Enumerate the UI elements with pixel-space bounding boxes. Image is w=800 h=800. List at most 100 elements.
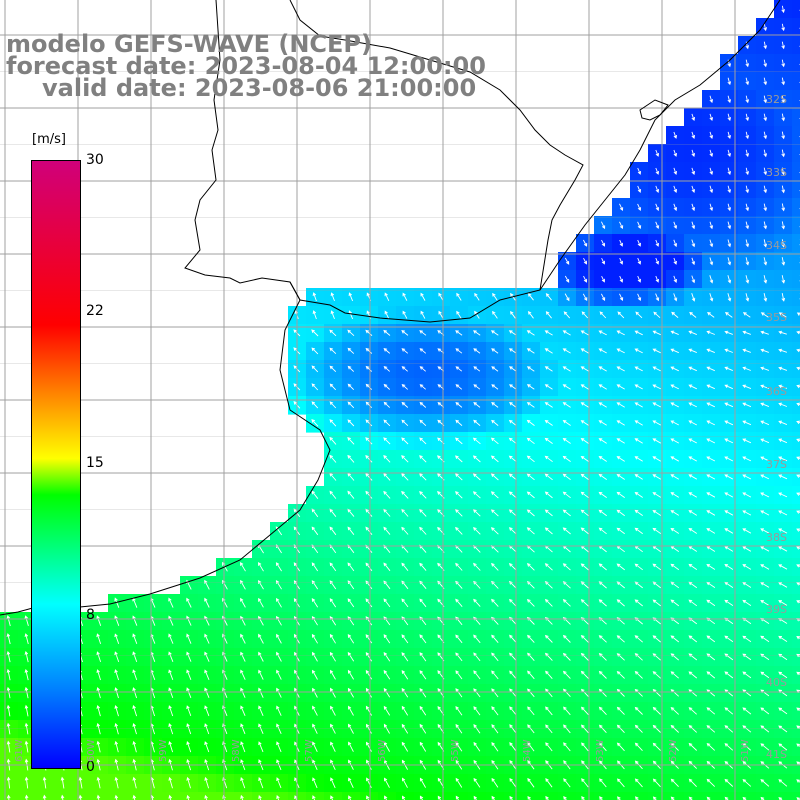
wind-arrow	[419, 598, 427, 608]
wind-arrow	[276, 669, 282, 680]
wind-arrow	[276, 705, 282, 716]
colorbar-tick-22: 22	[86, 303, 104, 319]
wind-arrow	[419, 777, 426, 788]
wind-arrow	[652, 402, 662, 408]
lon-label: 57W	[304, 739, 315, 762]
wind-arrow	[724, 546, 734, 552]
wind-arrow	[312, 705, 318, 716]
wind-arrow	[419, 366, 426, 372]
wind-speed-cell	[792, 522, 800, 541]
wind-arrow	[491, 724, 499, 734]
valid-date: valid date: 2023-08-06 21:00:00	[42, 74, 477, 102]
wind-arrow	[706, 456, 716, 462]
wind-arrow	[330, 741, 336, 752]
wind-speed-cell	[792, 342, 800, 361]
wind-arrow	[655, 293, 660, 302]
lon-label: 61W	[14, 739, 25, 762]
wind-arrow	[401, 490, 409, 499]
wind-speed-cell	[450, 792, 469, 800]
wind-arrow	[204, 597, 210, 608]
wind-arrow	[652, 438, 662, 444]
wind-arrow	[96, 615, 102, 626]
wind-arrow	[383, 652, 391, 662]
wind-arrow	[760, 420, 770, 426]
wind-arrow	[365, 455, 373, 463]
wind-arrow	[742, 671, 752, 679]
wind-arrow	[580, 420, 589, 426]
wind-arrow	[473, 402, 481, 408]
wind-arrow	[778, 528, 788, 534]
wind-arrow	[348, 795, 352, 800]
lon-label: 56W	[377, 739, 388, 762]
wind-arrow	[401, 687, 409, 698]
wind-arrow	[96, 776, 101, 789]
wind-arrow	[763, 257, 768, 266]
wind-arrow	[778, 779, 788, 787]
wind-arrow	[742, 796, 747, 800]
wind-arrow	[706, 420, 716, 426]
wind-speed-cell	[234, 792, 253, 800]
wind-arrow	[401, 705, 409, 716]
wind-arrow	[634, 778, 643, 788]
wind-arrow	[491, 598, 499, 607]
wind-arrow	[437, 795, 442, 800]
wind-arrow	[634, 688, 643, 697]
wind-arrow	[204, 776, 210, 789]
wind-arrow	[401, 366, 408, 372]
wind-arrow	[526, 455, 535, 463]
wind-arrow	[778, 653, 788, 661]
wind-arrow	[420, 292, 426, 301]
wind-arrow	[781, 5, 785, 14]
wind-arrow	[796, 402, 800, 407]
wind-arrow	[401, 383, 408, 390]
wind-arrow	[709, 203, 714, 212]
wind-arrow	[347, 598, 355, 608]
wind-arrow	[796, 492, 800, 496]
wind-arrow	[727, 95, 732, 104]
wind-arrow	[383, 526, 391, 535]
wind-arrow	[311, 401, 319, 409]
wind-arrow	[581, 796, 585, 800]
wind-arrow	[655, 239, 660, 247]
wind-speed-cell	[180, 792, 199, 800]
wind-arrow	[691, 167, 696, 175]
wind-arrow	[763, 292, 768, 302]
wind-arrow	[312, 292, 317, 302]
wind-arrow	[401, 723, 409, 734]
wind-arrow	[670, 492, 680, 498]
wind-arrow	[544, 419, 553, 426]
wind-arrow	[455, 491, 463, 499]
wind-arrow	[258, 705, 264, 716]
wind-speed-cell	[792, 576, 800, 595]
wind-arrow	[526, 366, 535, 372]
wind-arrow	[634, 527, 643, 535]
wind-arrow	[365, 347, 373, 354]
wind-arrow	[78, 776, 83, 789]
wind-arrow	[508, 491, 517, 499]
wind-arrow	[670, 671, 679, 679]
wind-arrow	[634, 724, 643, 733]
wind-arrow	[670, 510, 680, 516]
wind-arrow	[330, 723, 336, 734]
wind-arrow	[742, 743, 752, 751]
wind-arrow	[796, 635, 800, 640]
wind-arrow	[655, 149, 660, 157]
wind-arrow	[168, 633, 174, 644]
wind-arrow	[580, 509, 589, 517]
wind-arrow	[114, 794, 119, 800]
wind-arrow	[312, 310, 317, 320]
wind-speed-cell	[792, 540, 800, 559]
wind-arrow	[276, 795, 280, 800]
wind-arrow	[652, 384, 662, 390]
wind-arrow	[365, 687, 372, 698]
wind-arrow	[168, 776, 173, 789]
wind-arrow	[637, 185, 642, 193]
wind-arrow	[491, 384, 499, 390]
wind-arrow	[312, 741, 318, 752]
wind-arrow	[796, 420, 800, 425]
wind-arrow	[401, 562, 409, 571]
wind-arrow	[402, 310, 408, 319]
wind-arrow	[240, 687, 246, 698]
wind-arrow	[329, 562, 337, 572]
